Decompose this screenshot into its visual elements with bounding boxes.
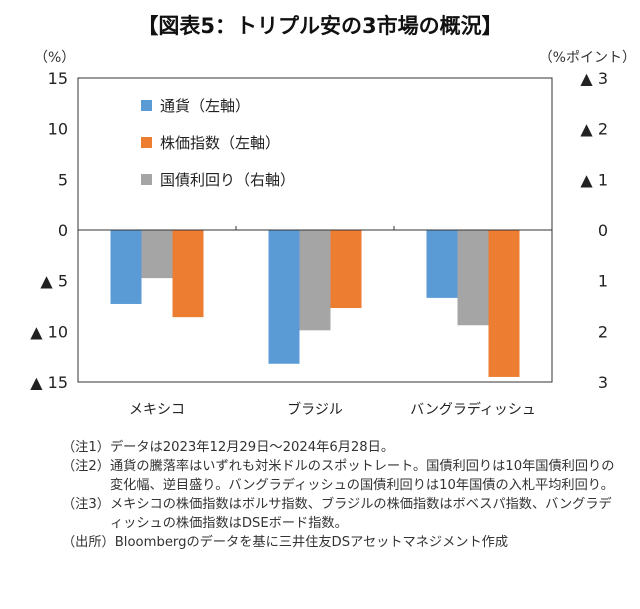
category-label: メキシコ: [129, 402, 185, 418]
left-tick-label: 10: [48, 120, 68, 139]
right-tick-label: ▲ 2: [580, 120, 608, 139]
right-tick-label: ▲ 1: [580, 170, 608, 189]
footnote-text: データは2023年12月29日～2024年6月28日。: [109, 440, 395, 455]
footnote-3: （注3） メキシコの株価指数はボルサ指数、ブラジルの株価指数はボベスパ指数、バン…: [62, 495, 622, 533]
right-axis-unit: （%ポイント）: [539, 50, 636, 66]
right-tick-label: 1: [598, 272, 608, 291]
bar: [426, 230, 458, 298]
chart-title: 【図表5：トリプル安の3市場の概況】: [137, 14, 503, 38]
footnotes: （注1） データは2023年12月29日～2024年6月28日。 （注2） 通貨…: [62, 438, 622, 552]
footnote-tag: （注1）: [62, 440, 110, 455]
right-tick-label: ▲ 3: [580, 69, 608, 88]
left-tick-label: 15: [48, 69, 68, 88]
bar: [268, 230, 300, 364]
right-tick-label: 2: [598, 322, 608, 341]
left-tick-label: ▲ 10: [30, 322, 68, 341]
left-tick-label: 0: [58, 221, 68, 240]
bar: [299, 230, 331, 331]
legend-swatch: [141, 137, 152, 148]
category-label: バングラディッシュ: [410, 401, 536, 418]
bar: [330, 230, 362, 309]
footnote-tag: （注3）: [62, 497, 110, 512]
footnote-1: （注1） データは2023年12月29日～2024年6月28日。: [62, 438, 622, 457]
bar: [457, 230, 489, 326]
bar: [141, 230, 173, 279]
left-axis-unit: （%）: [34, 50, 75, 66]
left-tick-label: ▲ 5: [40, 272, 68, 291]
left-tick-label: 5: [58, 170, 68, 189]
footnote-text: メキシコの株価指数はボルサ指数、ブラジルの株価指数はボベスパ指数、バングラディッ…: [109, 497, 612, 531]
source-tag: （出所）: [62, 535, 115, 550]
legend-label: 通貨（左軸）: [160, 97, 250, 115]
source-text: Bloombergのデータを基に三井住友DSアセットマネジメント作成: [114, 535, 509, 550]
legend-label: 国債利回り（右軸）: [160, 171, 295, 189]
legend-label: 株価指数（左軸）: [160, 134, 280, 152]
category-label: ブラジル: [287, 401, 343, 418]
bar: [172, 230, 204, 318]
legend-swatch: [141, 174, 152, 185]
left-tick-label: ▲ 15: [30, 373, 68, 392]
footnote-tag: （注2）: [62, 459, 110, 474]
source-note: （出所） Bloombergのデータを基に三井住友DSアセットマネジメント作成: [62, 533, 622, 552]
bar: [110, 230, 142, 304]
footnote-text: 通貨の騰落率はいずれも対米ドルのスポットレート。国債利回りは10年国債利回りの変…: [109, 459, 615, 493]
footnote-2: （注2） 通貨の騰落率はいずれも対米ドルのスポットレート。国債利回りは10年国債…: [62, 457, 622, 495]
legend-swatch: [141, 100, 152, 111]
bar: [488, 230, 520, 377]
right-tick-label: 3: [598, 373, 608, 392]
right-tick-label: 0: [598, 221, 608, 240]
